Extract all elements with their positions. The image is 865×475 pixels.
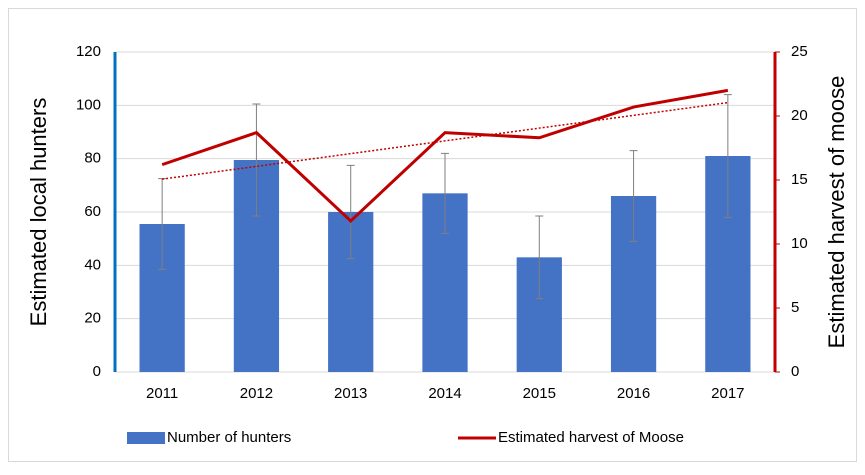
error-bar xyxy=(441,152,449,234)
x-tick-label: 2015 xyxy=(523,385,556,402)
y-tick-label: 0 xyxy=(93,363,101,380)
legend-label: Estimated harvest of Moose xyxy=(498,429,684,446)
error-bar xyxy=(723,94,732,218)
y-tick-label: 20 xyxy=(84,310,101,327)
line xyxy=(161,88,729,224)
y-tick-label: 60 xyxy=(84,203,101,220)
y2-tick-label: 15 xyxy=(791,171,808,188)
y2-tick-label: 10 xyxy=(791,235,808,252)
y2-tick-label: 20 xyxy=(791,107,808,124)
y-tick-label: 80 xyxy=(84,150,101,167)
x-tick-label: 2011 xyxy=(146,385,178,402)
trend-line xyxy=(162,101,728,180)
y-tick-label: 100 xyxy=(76,96,101,113)
error-bar xyxy=(535,215,544,300)
error-bar xyxy=(346,164,355,260)
y2-tick-label: 0 xyxy=(791,363,799,380)
x-tick-label: 2016 xyxy=(617,385,650,402)
x-tick-label: 2014 xyxy=(428,385,461,402)
y-tick-label: 120 xyxy=(76,43,101,60)
y2-axis-title: Estimated harvest of moose xyxy=(824,76,849,349)
error-bar xyxy=(252,103,261,217)
x-tick-label: 2012 xyxy=(240,385,273,402)
x-tick-label: 2013 xyxy=(334,385,367,402)
y2-tick-label: 5 xyxy=(791,299,799,316)
legend-swatch xyxy=(127,432,165,444)
y-tick-label: 40 xyxy=(84,256,101,273)
error-bar xyxy=(629,150,638,242)
y-axis-title: Estimated local hunters xyxy=(26,98,51,327)
y2-tick-label: 25 xyxy=(791,43,808,60)
legend-label: Number of hunters xyxy=(167,429,291,446)
x-tick-label: 2017 xyxy=(711,385,744,402)
